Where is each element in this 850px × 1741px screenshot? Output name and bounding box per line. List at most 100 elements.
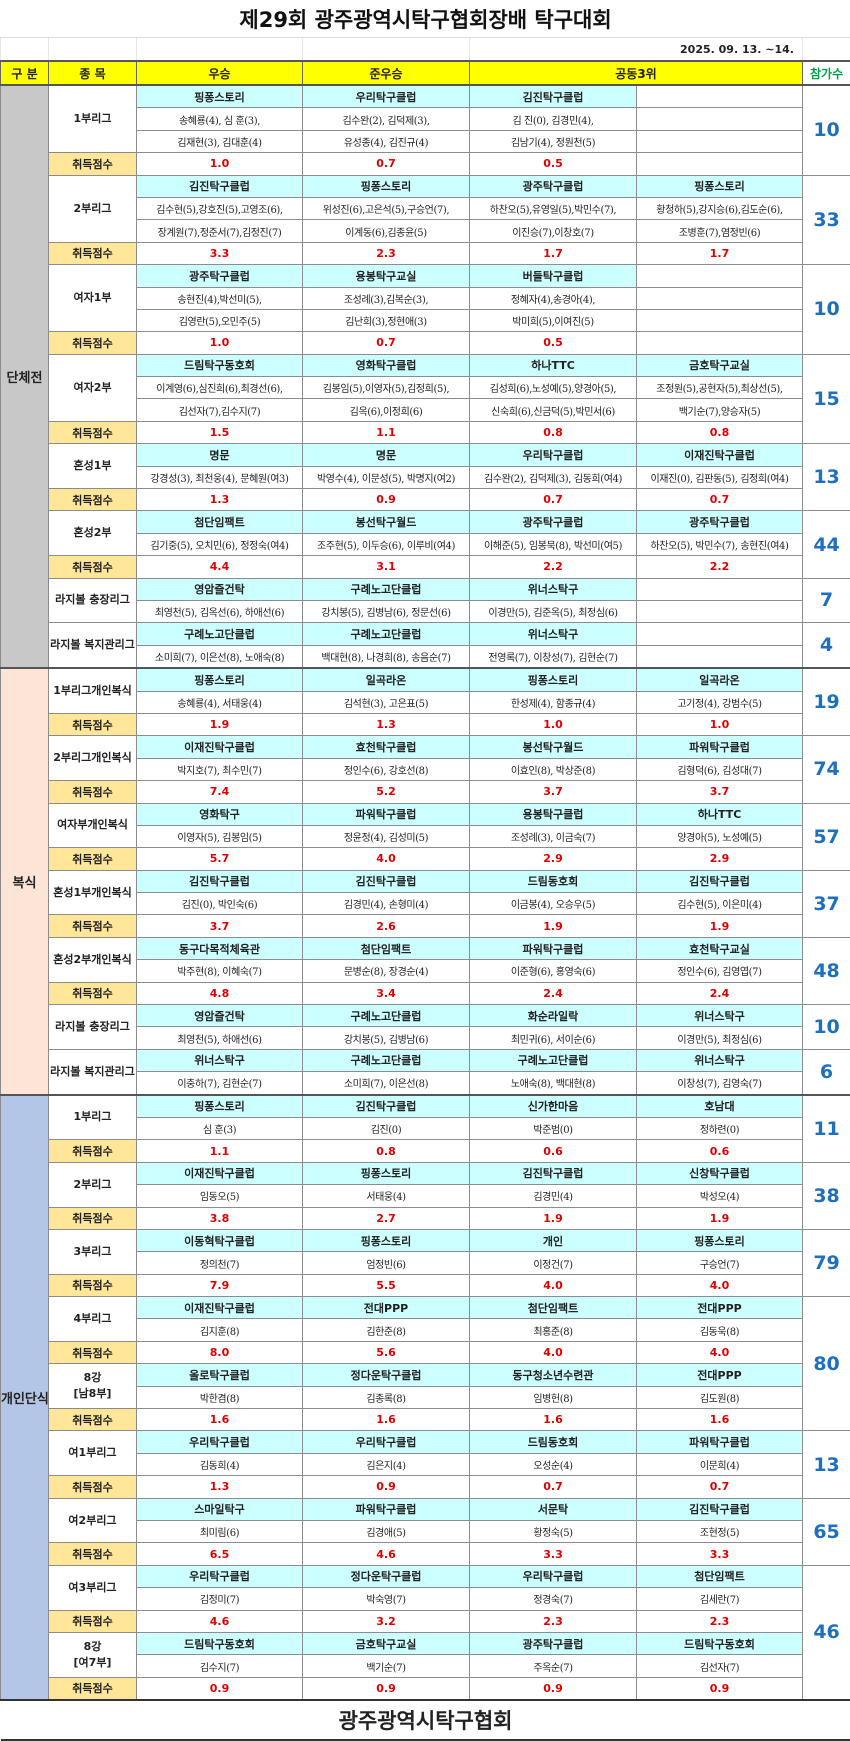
participant-count: 80 — [803, 1297, 850, 1431]
score-value: 1.6 — [137, 1409, 303, 1431]
club-name: 첨단임팩트 — [303, 937, 470, 959]
player-names: 김경민(4) — [470, 1185, 637, 1207]
player-names — [637, 309, 803, 331]
event-name: 혼성1부개인복식 — [49, 870, 137, 915]
score-value: 0.7 — [470, 1476, 637, 1498]
player-names: 소미희(7), 이은선(8) — [303, 1072, 470, 1095]
score-label: 취득점수 — [49, 1140, 137, 1162]
score-value: 1.7 — [637, 242, 803, 264]
club-name: 봉선탁구월드 — [303, 511, 470, 533]
player-names: 정인수(6), 강호선(8) — [303, 758, 470, 780]
player-names: 박숙영(7) — [303, 1588, 470, 1610]
player-names: 박미희(5),이여진(5) — [470, 309, 637, 331]
club-name: 핑퐁스토리 — [637, 175, 803, 197]
club-name: 드림탁구동호회 — [137, 354, 303, 376]
score-value: 6.5 — [137, 1543, 303, 1565]
event-name: 여자2부 — [49, 354, 137, 421]
player-names: 김 진(0), 김경민(4), — [470, 108, 637, 130]
club-name: 동구다목적체육관 — [137, 937, 303, 959]
club-name: 첨단임팩트 — [470, 1297, 637, 1319]
club-name: 핑퐁스토리 — [137, 668, 303, 691]
participant-count: 6 — [803, 1049, 850, 1094]
club-name: 영화탁구 — [137, 803, 303, 825]
player-names: 정하련(0) — [637, 1117, 803, 1139]
club-name: 영화탁구클럽 — [303, 354, 470, 376]
club-name: 이재진탁구클럽 — [137, 1162, 303, 1184]
score-value: 4.6 — [137, 1610, 303, 1632]
event-name: 라지볼 충장리그 — [49, 578, 137, 623]
score-value: 1.0 — [137, 332, 303, 354]
score-value: 7.9 — [137, 1274, 303, 1296]
event-name: 혼성2부 — [49, 511, 137, 556]
club-name: 위너스탁구 — [470, 623, 637, 645]
score-value: 2.2 — [637, 556, 803, 578]
player-names: 서태웅(4) — [303, 1185, 470, 1207]
score-value: 1.3 — [303, 713, 470, 735]
event-name: 1부리그 — [49, 85, 137, 153]
player-names: 조현정(5) — [637, 1521, 803, 1543]
club-name: 구례노고단클럽 — [303, 623, 470, 645]
event-name: 라지볼 충장리그 — [49, 1005, 137, 1050]
score-value: 2.3 — [637, 1610, 803, 1632]
event-name: 여1부리그 — [49, 1431, 137, 1476]
club-name: 파워탁구클럽 — [470, 937, 637, 959]
club-name: 김진탁구클럽 — [303, 870, 470, 892]
score-value — [637, 153, 803, 175]
club-name: 효천탁구교실 — [637, 937, 803, 959]
player-names: 김난희(3),정현애(3) — [303, 309, 470, 331]
player-names: 황정숙(5) — [470, 1521, 637, 1543]
club-name: 첨단임팩트 — [137, 511, 303, 533]
score-value: 4.0 — [470, 1341, 637, 1363]
player-names: 이계영(6),심진희(6),최경선(6), — [137, 377, 303, 399]
player-names — [637, 600, 803, 622]
player-names: 백기순(7) — [303, 1655, 470, 1677]
club-name: 일곡라온 — [303, 668, 470, 691]
club-name: 위너스탁구 — [637, 1049, 803, 1071]
player-names: 정혜자(4),송경아(4), — [470, 287, 637, 309]
header-category: 구 분 — [1, 61, 49, 85]
score-label: 취득점수 — [49, 713, 137, 735]
event-name: 여3부리그 — [49, 1565, 137, 1610]
club-name: 우리탁구클럽 — [470, 444, 637, 466]
event-name: 1부리그 — [49, 1095, 137, 1140]
participant-count: 10 — [803, 85, 850, 175]
club-name: 김진탁구클럽 — [470, 1162, 637, 1184]
score-label: 취득점수 — [49, 1341, 137, 1363]
player-names: 정윤정(4), 김성미(5) — [303, 825, 470, 847]
participant-count: 46 — [803, 1565, 850, 1700]
player-names: 김종록(8) — [303, 1386, 470, 1408]
participant-count: 10 — [803, 1005, 850, 1050]
club-name: 핑퐁스토리 — [303, 1162, 470, 1184]
player-names: 김수현(5),강호진(5),고영조(6), — [137, 197, 303, 219]
event-name: 2부리그개인복식 — [49, 736, 137, 781]
score-value: 3.1 — [303, 556, 470, 578]
player-names: 최영천(5), 김옥선(6), 하애선(6) — [137, 600, 303, 622]
score-value: 3.4 — [303, 982, 470, 1004]
score-label: 취득점수 — [49, 982, 137, 1004]
participant-count: 48 — [803, 937, 850, 1004]
score-value: 2.2 — [470, 556, 637, 578]
score-label: 취득점수 — [49, 1610, 137, 1632]
score-value: 4.0 — [637, 1341, 803, 1363]
club-name: 광주탁구클럽 — [470, 511, 637, 533]
player-names: 이영자(5), 김봉임(5) — [137, 825, 303, 847]
score-label: 취득점수 — [49, 1543, 137, 1565]
score-value: 4.0 — [637, 1274, 803, 1296]
player-names: 정경숙(7) — [470, 1588, 637, 1610]
score-value: 0.5 — [470, 332, 637, 354]
player-names: 김지훈(8) — [137, 1319, 303, 1341]
player-names: 이효인(8), 박상준(8) — [470, 758, 637, 780]
header-winner: 우승 — [137, 61, 303, 85]
event-name: 혼성2부개인복식 — [49, 937, 137, 982]
score-value: 1.3 — [137, 1476, 303, 1498]
